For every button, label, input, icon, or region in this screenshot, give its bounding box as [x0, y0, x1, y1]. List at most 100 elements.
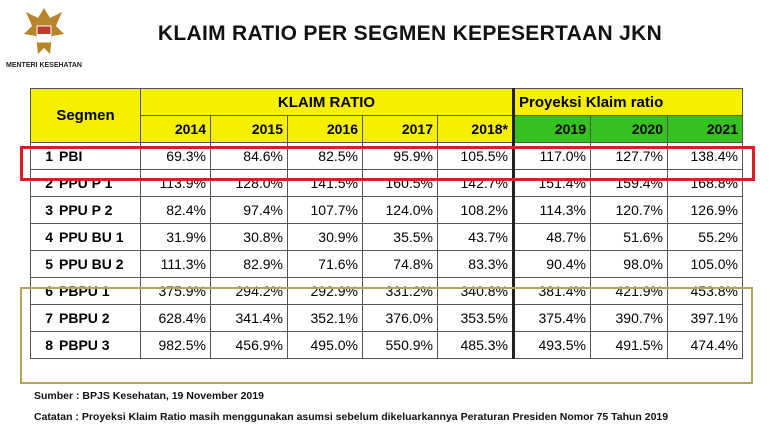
ratio-cell: 352.1%	[287, 304, 363, 332]
claim-table: Segmen KLAIM RATIO Proyeksi Klaim ratio …	[30, 88, 743, 359]
row-number: 4	[45, 229, 53, 245]
table-row: 6 PBPU 1 375.9% 294.2% 292.9% 331.2% 340.8% 381…	[30, 277, 743, 305]
segment-cell: 1 PBI	[30, 142, 141, 170]
ratio-cell: 168.8%	[667, 169, 743, 197]
ratio-cell: 292.9%	[287, 277, 363, 305]
ratio-cell: 95.9%	[362, 142, 438, 170]
remark-note: Catatan : Proyeksi Klaim Ratio masih men…	[34, 411, 669, 423]
segment-name: PBPU 2	[59, 310, 110, 326]
year-header: 2018*	[437, 115, 515, 143]
ratio-cell: 55.2%	[667, 223, 743, 251]
ratio-cell: 294.2%	[210, 277, 288, 305]
ratio-cell: 69.3%	[140, 142, 211, 170]
ratio-cell: 31.9%	[140, 223, 211, 251]
table-row: 5 PPU BU 2 111.3% 82.9% 71.6% 74.8% 83.3% 90.4%…	[30, 250, 743, 278]
segment-cell: 8 PBPU 3	[30, 331, 141, 359]
ratio-cell: 82.4%	[140, 196, 211, 224]
ratio-cell: 160.5%	[362, 169, 438, 197]
ratio-cell: 456.9%	[210, 331, 288, 359]
table-row: 7 PBPU 2 628.4% 341.4% 352.1% 376.0% 353.5% 375…	[30, 304, 743, 332]
ratio-cell: 30.8%	[210, 223, 288, 251]
year-header: 2021	[667, 115, 743, 143]
ratio-cell: 84.6%	[210, 142, 288, 170]
ratio-cell: 127.7%	[590, 142, 668, 170]
ratio-cell: 493.5%	[513, 331, 591, 359]
ratio-cell: 126.9%	[667, 196, 743, 224]
ratio-cell: 43.7%	[437, 223, 515, 251]
segmen-header: Segmen	[30, 88, 141, 143]
segment-cell: 2 PPU P 1	[30, 169, 141, 197]
segment-name: PPU BU 1	[59, 229, 124, 245]
year-header: 2015	[210, 115, 288, 143]
ratio-cell: 485.3%	[437, 331, 515, 359]
ratio-cell: 113.9%	[140, 169, 211, 197]
ratio-cell: 331.2%	[362, 277, 438, 305]
segment-cell: 3 PPU P 2	[30, 196, 141, 224]
ratio-cell: 453.8%	[667, 277, 743, 305]
segment-name: PPU P 1	[59, 175, 113, 191]
table-row: 4 PPU BU 1 31.9% 30.8% 30.9% 35.5% 43.7% 48.7% 5…	[30, 223, 743, 251]
segment-cell: 6 PBPU 1	[30, 277, 141, 305]
ratio-cell: 375.4%	[513, 304, 591, 332]
segment-name: PBPU 3	[59, 337, 110, 353]
ratio-cell: 495.0%	[287, 331, 363, 359]
proyeksi-header: Proyeksi Klaim ratio	[513, 88, 743, 116]
segment-cell: 7 PBPU 2	[30, 304, 141, 332]
ratio-cell: 375.9%	[140, 277, 211, 305]
ratio-cell: 51.6%	[590, 223, 668, 251]
row-number: 7	[45, 310, 53, 326]
ratio-cell: 340.8%	[437, 277, 515, 305]
ratio-cell: 108.2%	[437, 196, 515, 224]
ratio-cell: 74.8%	[362, 250, 438, 278]
ratio-cell: 105.5%	[437, 142, 515, 170]
ratio-cell: 628.4%	[140, 304, 211, 332]
ratio-cell: 120.7%	[590, 196, 668, 224]
segment-name: PPU BU 2	[59, 256, 124, 272]
ratio-cell: 124.0%	[362, 196, 438, 224]
year-header: 2016	[287, 115, 363, 143]
table-row: 2 PPU P 1 113.9% 128.0% 141.5% 160.5% 142.7% 15…	[30, 169, 743, 197]
source-note: Sumber : BPJS Kesehatan, 19 November 201…	[34, 390, 264, 402]
ratio-cell: 105.0%	[667, 250, 743, 278]
ratio-cell: 111.3%	[140, 250, 211, 278]
ratio-cell: 550.9%	[362, 331, 438, 359]
ratio-cell: 48.7%	[513, 223, 591, 251]
ratio-cell: 141.5%	[287, 169, 363, 197]
ratio-cell: 30.9%	[287, 223, 363, 251]
table-row: 3 PPU P 2 82.4% 97.4% 107.7% 124.0% 108.2% 114.…	[30, 196, 743, 224]
ratio-cell: 83.3%	[437, 250, 515, 278]
title: KLAIM RATIO PER SEGMEN KEPESERTAAN JKN	[157, 22, 663, 45]
klaim-ratio-header: KLAIM RATIO	[140, 88, 515, 116]
year-header: 2019	[513, 115, 591, 143]
ratio-cell: 98.0%	[590, 250, 668, 278]
ratio-cell: 353.5%	[437, 304, 515, 332]
ratio-cell: 71.6%	[287, 250, 363, 278]
ratio-cell: 376.0%	[362, 304, 438, 332]
row-number: 3	[45, 202, 53, 218]
ratio-cell: 397.1%	[667, 304, 743, 332]
ratio-cell: 159.4%	[590, 169, 668, 197]
ratio-cell: 128.0%	[210, 169, 288, 197]
row-number: 1	[45, 148, 53, 164]
ratio-cell: 151.4%	[513, 169, 591, 197]
ratio-cell: 138.4%	[667, 142, 743, 170]
row-number: 8	[45, 337, 53, 353]
ratio-cell: 97.4%	[210, 196, 288, 224]
ratio-cell: 82.5%	[287, 142, 363, 170]
ratio-cell: 142.7%	[437, 169, 515, 197]
segment-cell: 5 PPU BU 2	[30, 250, 141, 278]
ratio-cell: 491.5%	[590, 331, 668, 359]
table-row: 1 PBI 69.3% 84.6% 82.5% 95.9% 105.5% 117.0% 127.…	[30, 142, 743, 170]
ratio-cell: 90.4%	[513, 250, 591, 278]
row-number: 5	[45, 256, 53, 272]
segment-name: PBI	[59, 148, 83, 164]
row-number: 6	[45, 283, 53, 299]
ratio-cell: 421.9%	[590, 277, 668, 305]
ratio-cell: 117.0%	[513, 142, 591, 170]
logo	[24, 8, 64, 54]
ratio-cell: 390.7%	[590, 304, 668, 332]
ratio-cell: 107.7%	[287, 196, 363, 224]
ratio-cell: 82.9%	[210, 250, 288, 278]
ratio-cell: 35.5%	[362, 223, 438, 251]
